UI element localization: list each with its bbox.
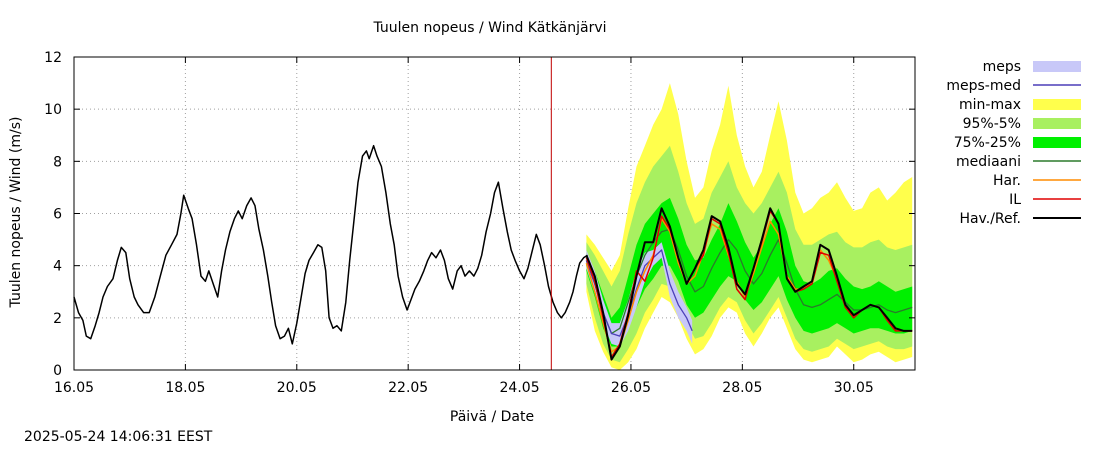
- series-lines: [73, 57, 913, 370]
- legend-label: meps-med: [946, 78, 1021, 94]
- legend-swatch: [1033, 137, 1081, 148]
- legend-label: meps: [983, 59, 1021, 75]
- legend-item: 75%-25%: [954, 135, 1081, 151]
- legend-label: 95%-5%: [963, 116, 1021, 132]
- legend-label: mediaani: [956, 154, 1021, 170]
- y-tick-label: 10: [44, 102, 62, 118]
- legend-item: Har.: [993, 173, 1081, 189]
- legend-item: meps: [983, 59, 1081, 75]
- band-75-25: [586, 197, 913, 347]
- x-tick-label: 30.05: [834, 380, 874, 396]
- x-tick-label: 16.05: [54, 380, 94, 396]
- y-tick-label: 0: [53, 363, 62, 379]
- legend-label: 75%-25%: [954, 135, 1021, 151]
- legend-swatch: [1033, 118, 1081, 129]
- y-axis-label: Tuulen nopeus / Wind (m/s): [8, 117, 24, 309]
- axes: [73, 56, 916, 371]
- y-tick-label: 12: [44, 50, 62, 66]
- y-tick-label: 6: [53, 207, 62, 223]
- x-axis-label: Päivä / Date: [450, 409, 534, 425]
- legend-label: Har.: [993, 173, 1021, 189]
- chart-title: Tuulen nopeus / Wind Kätkänjärvi: [372, 20, 606, 36]
- legend-label: min-max: [959, 97, 1021, 113]
- legend-label: IL: [1009, 192, 1021, 208]
- line-mediaani: [585, 228, 913, 335]
- line-hav-ref: [585, 207, 913, 361]
- x-tick-label: 20.05: [277, 380, 317, 396]
- legend-item: mediaani: [956, 154, 1081, 170]
- legend-swatch: [1033, 61, 1081, 72]
- x-tick-label: 28.05: [722, 380, 762, 396]
- x-tick-label: 22.05: [388, 380, 428, 396]
- legend-item: IL: [1009, 192, 1081, 208]
- y-tick-label: 2: [53, 311, 62, 327]
- x-tick-label: 18.05: [165, 380, 205, 396]
- legend-item: meps-med: [946, 78, 1081, 94]
- y-tick-label: 4: [53, 259, 62, 275]
- wind-chart: Tuulen nopeus / Wind Kätkänjärvi 0 2 4 6 8 10…: [8, 20, 1081, 425]
- legend: meps meps-med min-max 95%-5% 75%-25% mediaani…: [946, 59, 1081, 227]
- legend-label: Hav./Ref.: [959, 211, 1021, 227]
- y-tick-label: 8: [53, 154, 62, 170]
- legend-swatch: [1033, 99, 1081, 110]
- x-tick-label: 24.05: [500, 380, 540, 396]
- tick-labels: 0 2 4 6 8 10 12 16.05 18.05 20.05 22.05 24.05 26.05 2…: [44, 50, 874, 396]
- legend-item: 95%-5%: [963, 116, 1081, 132]
- timestamp-footer: 2025-05-24 14:06:31 EEST: [24, 429, 213, 445]
- legend-item: min-max: [959, 97, 1081, 113]
- line-observed: [73, 144, 588, 345]
- legend-item: Hav./Ref.: [959, 211, 1081, 227]
- x-tick-label: 26.05: [611, 380, 651, 396]
